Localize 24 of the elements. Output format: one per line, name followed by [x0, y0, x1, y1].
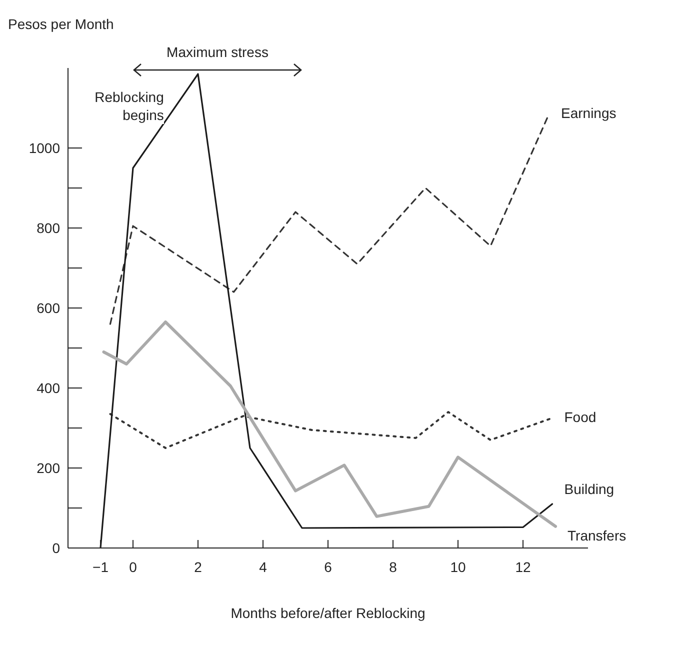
x-axis-title: Months before/after Reblocking	[230, 605, 426, 621]
x-tick-label: 12	[515, 558, 531, 575]
y-tick-label: 1000	[28, 140, 60, 156]
x-tick-label: 0	[129, 558, 138, 575]
series-label: Earnings	[561, 105, 616, 121]
y-tick-label: 200	[36, 460, 60, 476]
series-label: Food	[564, 409, 596, 425]
y-axis-title: Pesos per Month	[8, 16, 114, 32]
x-tick-label: 4	[259, 558, 268, 575]
line-series	[109, 411, 554, 449]
text: Maximum stress	[166, 44, 270, 60]
x-tick-label: 6	[324, 558, 332, 575]
series-label: Transfers	[568, 527, 626, 544]
annotation: Reblocking begins	[81, 88, 164, 124]
x-tick-label: 8	[389, 558, 398, 575]
x-tick-label: 10	[450, 558, 466, 575]
y-tick-label: 0	[52, 540, 60, 556]
x-tick-label: −1	[92, 558, 109, 575]
y-tick-label: 400	[36, 380, 60, 396]
x-tick-label: 2	[194, 558, 202, 575]
series-label: Building	[564, 481, 614, 497]
y-tick-label: 600	[36, 300, 60, 316]
y-tick-label: 800	[36, 220, 60, 236]
line-series	[102, 320, 557, 528]
